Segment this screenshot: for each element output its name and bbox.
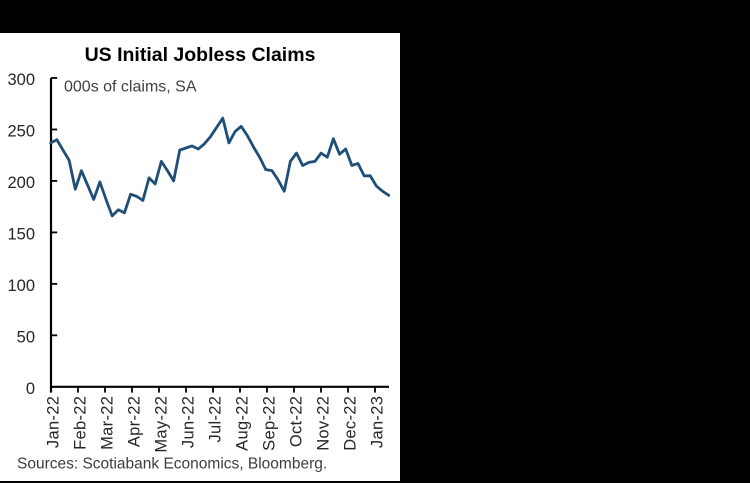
chart-title: US Initial Jobless Claims xyxy=(85,44,316,66)
y-axis-label-100: 100 xyxy=(7,277,35,295)
source-note: Sources: Scotiabank Economics, Bloomberg… xyxy=(17,456,327,473)
y-axis-labels: 0 50 100 150 200 250 300 xyxy=(7,71,35,398)
x-axis-label-May-22: May-22 xyxy=(153,396,171,453)
x-axis-label-Dec-22: Dec-22 xyxy=(342,396,360,451)
y-axis-label-150: 150 xyxy=(7,225,35,243)
x-axis-label-Jan-23: Jan-23 xyxy=(369,396,387,448)
x-axis-label-Nov-22: Nov-22 xyxy=(315,396,333,451)
x-axis-label-Sep-22: Sep-22 xyxy=(261,396,279,451)
y-axis-label-0: 0 xyxy=(26,380,35,398)
x-axis-labels: Jan-22 Feb-22 Mar-22 Apr-22 May-22 Jun-22 Jul-… xyxy=(45,396,387,453)
jobless-claims-chart: US Initial Jobless Claims 000s of claims… xyxy=(7,44,391,473)
y-axis-label-200: 200 xyxy=(7,174,35,192)
y-axis-label-50: 50 xyxy=(17,328,35,346)
x-axis-label-Feb-22: Feb-22 xyxy=(72,396,90,450)
x-axis-label-Mar-22: Mar-22 xyxy=(99,396,117,450)
claims-line-series xyxy=(49,116,391,218)
y-axis-label-300: 300 xyxy=(7,71,35,89)
chart-panel: US Initial Jobless Claims 000s of claims… xyxy=(0,33,400,481)
x-axis-label-Jul-22: Jul-22 xyxy=(207,396,225,443)
x-axis-label-Jun-22: Jun-22 xyxy=(180,396,198,448)
chart-subtitle: 000s of claims, SA xyxy=(64,79,197,96)
x-axis-label-Apr-22: Apr-22 xyxy=(126,396,144,447)
y-axis-label-250: 250 xyxy=(7,122,35,140)
x-axis-label-Aug-22: Aug-22 xyxy=(234,396,252,451)
x-axis-label-Oct-22: Oct-22 xyxy=(288,396,306,447)
x-axis-label-Jan-22: Jan-22 xyxy=(45,396,63,448)
